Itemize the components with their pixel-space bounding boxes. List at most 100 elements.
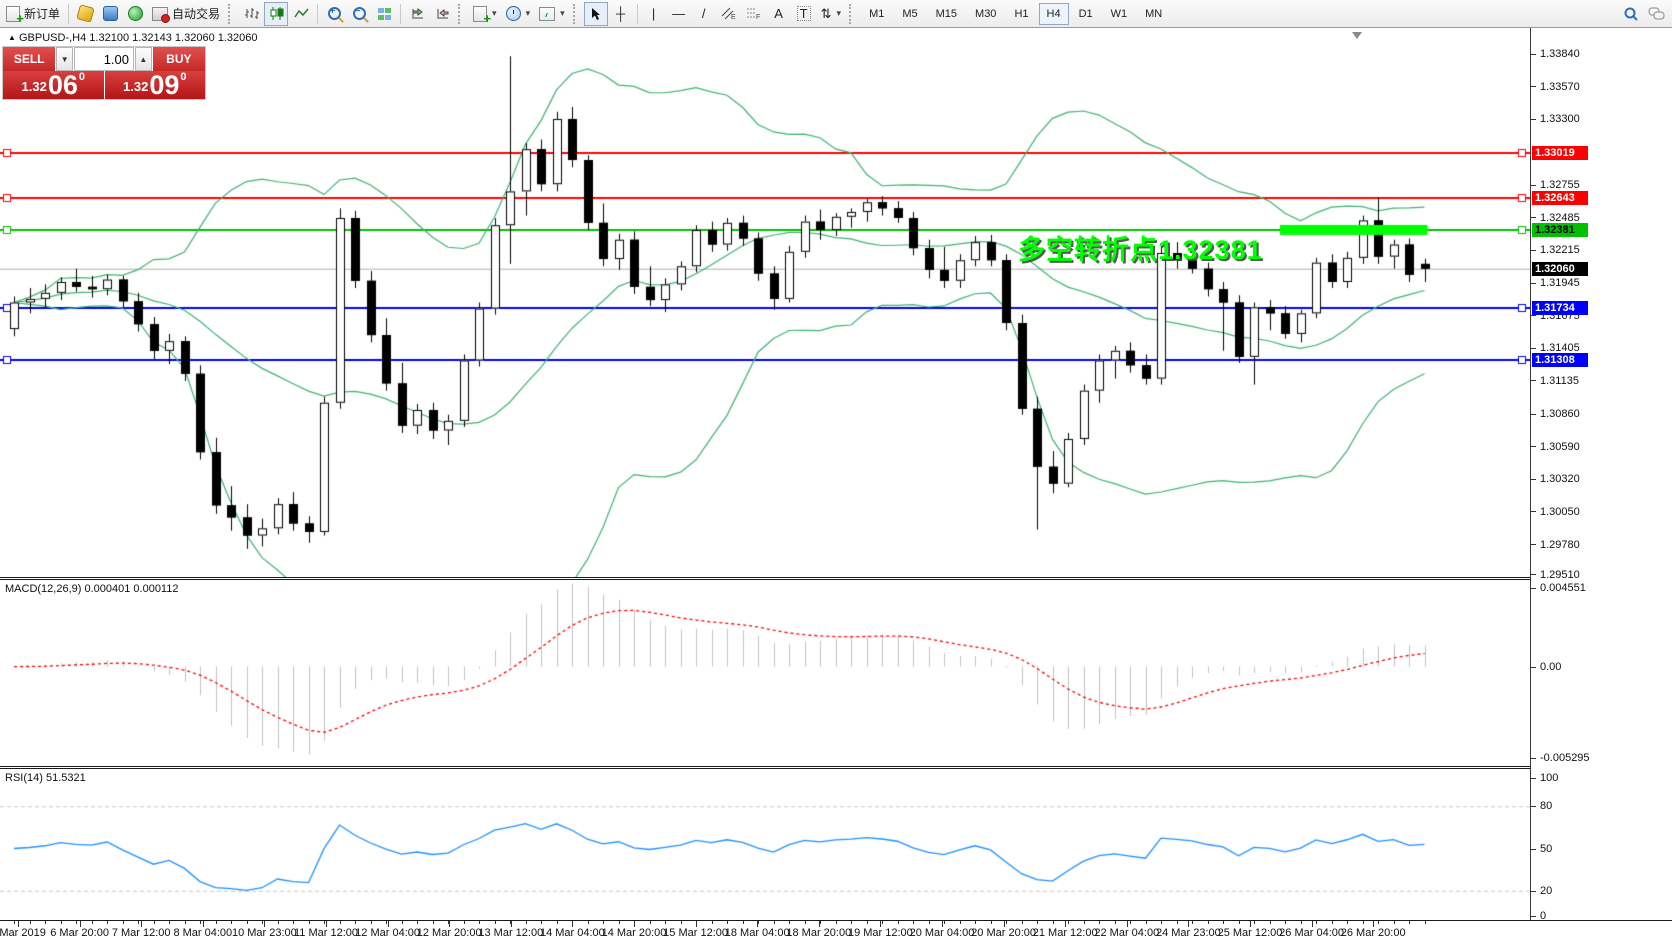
- time-minor-tick: [1239, 921, 1240, 924]
- chat-button[interactable]: [1644, 2, 1670, 26]
- buy-price[interactable]: 1.32 09 0: [104, 71, 205, 99]
- autotrade-button[interactable]: 自动交易: [148, 2, 224, 26]
- time-axis-label: 24 Mar 23:00: [1155, 927, 1221, 939]
- navigator-button[interactable]: [123, 2, 147, 26]
- time-minor-tick: [944, 921, 945, 924]
- time-axis-label: 8 Mar 04:00: [173, 927, 233, 939]
- time-minor-tick: [1425, 921, 1426, 924]
- timeframe-button-h4[interactable]: H4: [1038, 2, 1069, 25]
- timeframe-button-m5[interactable]: M5: [894, 3, 925, 25]
- cursor-icon: [591, 7, 600, 20]
- price-tick-mark: [1531, 53, 1536, 55]
- sell-button[interactable]: SELL: [3, 47, 56, 71]
- price-tick-label: 1.32485: [1540, 211, 1580, 224]
- sell-price[interactable]: 1.32 06 0: [3, 71, 104, 99]
- price-line-badge[interactable]: 1.33019: [1532, 145, 1588, 160]
- timeframe-button-w1[interactable]: W1: [1103, 3, 1136, 25]
- price-axis[interactable]: 1.33840 1.33570 1.33300 1.32755 1.32485 1.322…: [1530, 28, 1672, 922]
- price-line-badge[interactable]: 1.31308: [1532, 352, 1588, 367]
- time-minor-tick: [789, 921, 790, 924]
- zoom-out-button[interactable]: −: [347, 2, 371, 26]
- time-minor-tick: [743, 921, 744, 924]
- rsi-tick-label: 0: [1540, 910, 1547, 922]
- volume-increase-button[interactable]: ▲: [135, 47, 152, 71]
- crosshair-button[interactable]: ┼: [609, 2, 633, 26]
- time-minor-tick: [650, 921, 651, 924]
- time-axis[interactable]: 5 Mar 2019 6 Mar 20:007 Mar 12:008 Mar 04…: [0, 920, 1672, 950]
- vertical-line-button[interactable]: |: [642, 2, 666, 26]
- time-major-tick: [572, 921, 573, 927]
- time-minor-tick: [1177, 921, 1178, 924]
- price-tick-mark: [1531, 380, 1536, 382]
- toolbar-drag-handle[interactable]: [849, 3, 856, 24]
- chart-shift-button[interactable]: [430, 2, 454, 26]
- volume-decrease-button[interactable]: ▼: [56, 47, 73, 71]
- timeframe-button-h1[interactable]: H1: [1006, 3, 1036, 25]
- time-minor-tick: [479, 921, 480, 924]
- autotrade-label: 自动交易: [172, 7, 221, 21]
- price-line-badge[interactable]: 1.32381: [1532, 222, 1588, 237]
- time-minor-tick: [14, 921, 15, 924]
- panel-separator[interactable]: [0, 577, 1672, 580]
- periods-button[interactable]: ▾: [502, 2, 535, 26]
- chart-shift-marker-icon[interactable]: [1352, 32, 1362, 39]
- cursor-button[interactable]: [583, 1, 608, 26]
- time-minor-tick: [1130, 921, 1131, 924]
- timeframe-button-mn[interactable]: MN: [1137, 3, 1170, 25]
- text-tool-button[interactable]: A: [767, 2, 791, 26]
- panel-separator[interactable]: [0, 766, 1672, 769]
- buy-button[interactable]: BUY: [152, 47, 205, 71]
- toolbar-drag-handle[interactable]: [572, 3, 580, 24]
- timeframe-button-m1[interactable]: M1: [861, 3, 892, 25]
- price-line-badge[interactable]: 1.31734: [1532, 301, 1588, 316]
- volume-input[interactable]: [74, 47, 134, 71]
- timeframe-button-m30[interactable]: M30: [967, 3, 1004, 25]
- templates-button[interactable]: ▾: [535, 2, 569, 26]
- time-major-tick: [1004, 921, 1005, 927]
- trendline-button[interactable]: /: [692, 2, 716, 26]
- timeframe-button-m15[interactable]: M15: [928, 3, 965, 25]
- price-line-badge[interactable]: 1.32643: [1532, 191, 1588, 206]
- search-button[interactable]: [1619, 2, 1643, 26]
- data-window-button[interactable]: [98, 2, 122, 26]
- rsi-canvas[interactable]: [0, 769, 1530, 920]
- label-tool-button[interactable]: T: [792, 2, 816, 26]
- rsi-tick-label: 100: [1540, 772, 1559, 784]
- time-major-tick: [141, 921, 142, 927]
- tile-windows-button[interactable]: [372, 2, 396, 26]
- rsi-tick-label: 50: [1540, 842, 1553, 855]
- zoom-in-button[interactable]: +: [322, 2, 346, 26]
- timeframe-button-d1[interactable]: D1: [1071, 3, 1101, 25]
- time-minor-tick: [1347, 921, 1348, 924]
- time-minor-tick: [1192, 921, 1193, 924]
- new-order-button[interactable]: 新订单: [2, 2, 64, 26]
- horizontal-line-button[interactable]: —: [667, 2, 691, 26]
- line-chart-button[interactable]: [289, 2, 313, 26]
- indicators-button[interactable]: ▾: [469, 2, 501, 26]
- arrows-tool-button[interactable]: ⇅ ▾: [817, 2, 845, 26]
- time-major-tick: [18, 921, 19, 927]
- time-major-tick: [203, 921, 204, 927]
- macd-canvas[interactable]: [0, 580, 1530, 766]
- auto-scroll-button[interactable]: [405, 2, 429, 26]
- chart-annotation-text[interactable]: 多空转折点1.32381: [1018, 235, 1263, 265]
- toolbar-separator: [317, 3, 319, 24]
- price-tick-label: 1.30320: [1540, 473, 1580, 486]
- time-major-tick: [1188, 921, 1189, 927]
- main-chart-canvas[interactable]: [0, 28, 1530, 577]
- market-watch-button[interactable]: [73, 2, 97, 26]
- macd-tick-label: 0.004551: [1540, 582, 1586, 594]
- bar-chart-button[interactable]: [239, 2, 263, 26]
- time-major-tick: [80, 921, 81, 927]
- macd-panel: MACD(12,26,9) 0.000401 0.000112: [0, 580, 1530, 766]
- channel-icon: E: [721, 7, 736, 20]
- toolbar-drag-handle[interactable]: [228, 3, 235, 24]
- channel-button[interactable]: E: [717, 2, 741, 26]
- vertical-line-icon: |: [651, 6, 656, 21]
- macd-tick-label: 0.00: [1540, 660, 1562, 673]
- candlestick-button[interactable]: [264, 1, 289, 26]
- macd-tick-label: -0.005295: [1540, 752, 1590, 764]
- toolbar-drag-handle[interactable]: [458, 3, 465, 24]
- fibonacci-button[interactable]: F: [742, 2, 766, 26]
- macd-tick-mark: [1531, 588, 1536, 589]
